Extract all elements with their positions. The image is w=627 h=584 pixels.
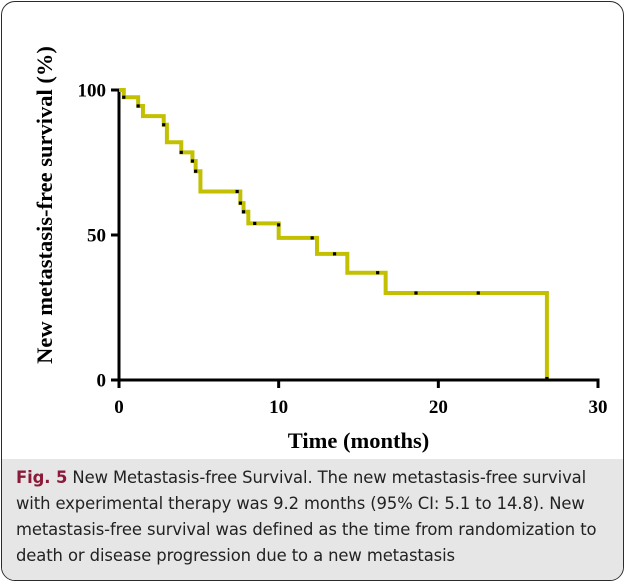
y-tick-label: 0 — [97, 371, 107, 392]
censor-marks — [122, 95, 549, 381]
censor-mark — [277, 223, 281, 227]
censor-mark — [476, 291, 480, 295]
censor-mark — [253, 221, 257, 225]
censor-mark — [190, 159, 195, 163]
caption-paragraph: Fig. 5 New Metastasis-free Survival. The… — [16, 465, 609, 569]
censor-mark — [310, 236, 314, 240]
y-axis-title: New metastasis-free survival (%) — [32, 46, 57, 364]
censor-mark — [241, 210, 246, 214]
x-tick-label: 20 — [429, 397, 448, 418]
censor-mark — [376, 271, 380, 275]
censor-mark — [545, 376, 549, 381]
censor-mark — [332, 252, 337, 256]
x-tick-label: 10 — [269, 397, 288, 418]
km-chart: 0 10 20 30 0 50 100 Time (months) New metastas… — [32, 46, 608, 453]
censor-mark — [414, 291, 418, 295]
x-axis-title: Time (months) — [288, 428, 429, 453]
censor-mark — [162, 123, 166, 127]
caption-label: Fig. 5 — [16, 468, 68, 487]
censor-mark — [122, 95, 126, 99]
y-tick-label: 50 — [87, 226, 106, 247]
figure-caption: Fig. 5 New Metastasis-free Survival. The… — [2, 459, 623, 580]
censor-mark — [235, 189, 239, 194]
censor-mark — [238, 201, 242, 205]
axes: 0 10 20 30 0 50 100 — [78, 81, 608, 419]
survival-curve — [119, 88, 549, 379]
y-tick-label: 100 — [78, 81, 107, 102]
censor-mark — [194, 169, 198, 173]
censor-mark — [136, 104, 140, 108]
censor-mark — [179, 150, 183, 154]
x-tick-label: 30 — [589, 397, 608, 418]
survival-curve-group — [119, 88, 549, 379]
x-tick-label: 0 — [114, 397, 124, 418]
caption-body: New Metastasis-free Survival. The new me… — [16, 468, 597, 565]
